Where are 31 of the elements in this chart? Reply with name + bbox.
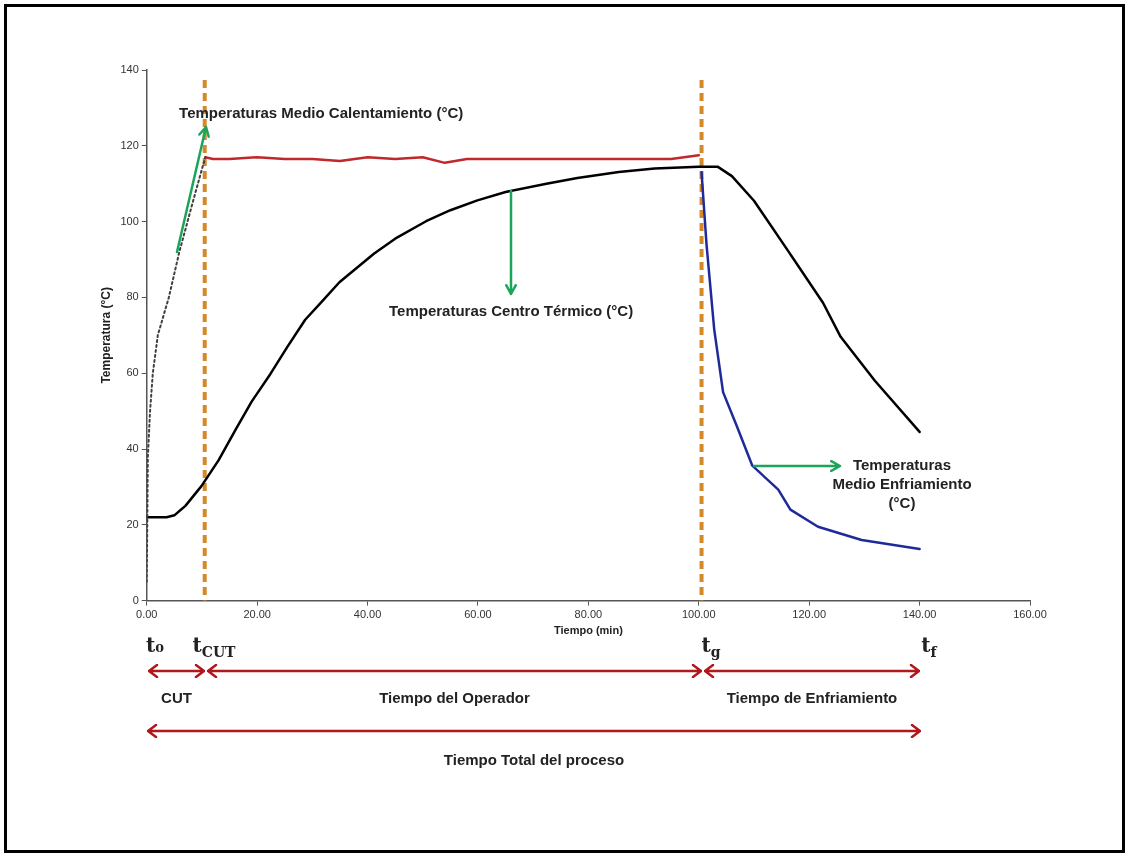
x-tick-label: 20.00 bbox=[243, 608, 271, 621]
annotation: Temperaturas Medio Enfriamiento (°C) bbox=[831, 454, 972, 512]
annotation: Temperaturas Centro Térmico (°C) bbox=[389, 302, 634, 320]
y-tick-label: 100 bbox=[120, 214, 139, 227]
y-tick-label: 120 bbox=[120, 138, 139, 151]
x-tick-label: 60.00 bbox=[464, 608, 492, 621]
text: t₀ bbox=[146, 632, 164, 657]
text: t$_{g}$ bbox=[701, 632, 721, 660]
text: t$_{CUT}$ bbox=[192, 632, 236, 660]
text: CUT bbox=[161, 688, 192, 706]
x-tick-label: 160.00 bbox=[1013, 608, 1047, 621]
x-tick-label: 40.00 bbox=[353, 608, 382, 621]
x-tick-label: 100.00 bbox=[681, 608, 716, 621]
text: Tiempo de Enfriamiento bbox=[726, 688, 898, 706]
y-tick-label: 80 bbox=[126, 290, 139, 303]
x-tick-label: 120.00 bbox=[792, 608, 827, 621]
text: Tiempo del Operador bbox=[379, 688, 530, 706]
x-axis-title: Tiempo (min) bbox=[553, 624, 624, 637]
x-tick-label: 140.00 bbox=[902, 608, 937, 621]
x-tick-label: 80.00 bbox=[574, 608, 603, 621]
x-tick-label: 0.00 bbox=[136, 608, 158, 621]
y-tick-label: 40 bbox=[126, 442, 139, 455]
text: t$_{f}$ bbox=[921, 632, 937, 660]
y-tick-label: 60 bbox=[126, 366, 139, 379]
line-series bbox=[146, 156, 207, 583]
y-axis-title: Temperatura (°C) bbox=[98, 287, 113, 384]
annotation: Temperaturas Medio Calentamiento (°C) bbox=[179, 103, 464, 121]
y-tick-label: 20 bbox=[126, 517, 139, 530]
text: Tiempo Total del proceso bbox=[443, 750, 625, 768]
y-tick-label: 140 bbox=[120, 63, 139, 76]
y-tick-label: 0 bbox=[132, 593, 139, 606]
